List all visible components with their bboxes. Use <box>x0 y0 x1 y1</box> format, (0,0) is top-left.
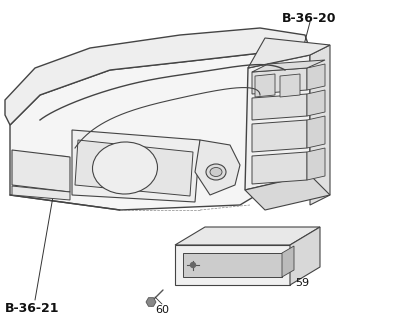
Polygon shape <box>12 186 70 200</box>
Ellipse shape <box>92 142 158 194</box>
Polygon shape <box>310 45 330 205</box>
Text: B-36-20: B-36-20 <box>282 12 336 25</box>
Text: B-36-21: B-36-21 <box>5 302 59 315</box>
Polygon shape <box>307 64 325 90</box>
Polygon shape <box>255 74 275 97</box>
Circle shape <box>191 262 195 268</box>
Polygon shape <box>248 38 330 68</box>
Ellipse shape <box>210 167 222 177</box>
Polygon shape <box>252 152 307 184</box>
Polygon shape <box>307 148 325 180</box>
Polygon shape <box>175 245 290 285</box>
Ellipse shape <box>206 164 226 180</box>
Polygon shape <box>10 52 290 210</box>
Text: 59: 59 <box>295 278 309 288</box>
Text: 60: 60 <box>155 305 169 315</box>
Polygon shape <box>252 68 307 94</box>
Polygon shape <box>307 116 325 148</box>
Polygon shape <box>195 140 240 195</box>
Polygon shape <box>146 298 156 306</box>
Polygon shape <box>252 94 307 120</box>
Polygon shape <box>280 74 300 97</box>
Polygon shape <box>252 60 325 72</box>
Polygon shape <box>5 28 310 125</box>
Polygon shape <box>307 90 325 116</box>
Polygon shape <box>175 227 320 245</box>
Polygon shape <box>183 253 282 277</box>
Polygon shape <box>245 175 330 210</box>
Polygon shape <box>12 150 70 192</box>
Polygon shape <box>72 130 200 202</box>
Polygon shape <box>252 120 307 152</box>
Polygon shape <box>75 140 193 196</box>
Polygon shape <box>290 227 320 285</box>
Polygon shape <box>245 55 310 190</box>
Polygon shape <box>282 246 294 277</box>
